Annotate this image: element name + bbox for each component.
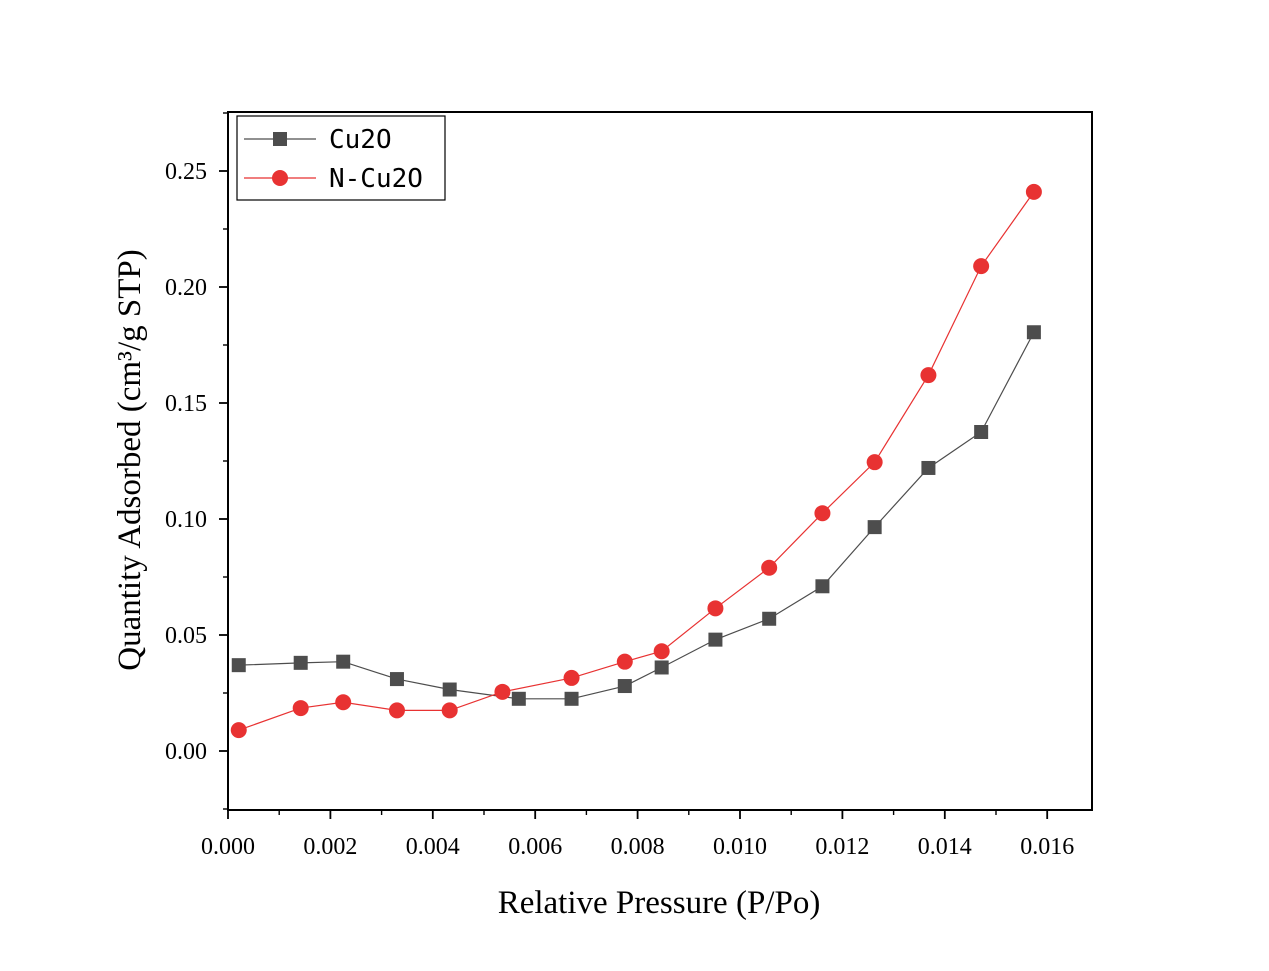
data-point: [1026, 325, 1041, 340]
series-cu2o: [231, 325, 1041, 706]
data-point: [563, 669, 580, 686]
plot-area: [227, 111, 1093, 811]
legend-marker-n-cu2o: [272, 170, 288, 186]
data-point: [388, 702, 405, 719]
y-tick-label-3: 0.15: [165, 391, 207, 417]
x-tick-label-4: 0.008: [611, 834, 665, 860]
data-point: [293, 655, 308, 670]
data-point: [761, 559, 778, 576]
series-line-cu2o: [238, 331, 1035, 700]
data-point: [815, 579, 830, 594]
data-point: [231, 658, 246, 673]
data-point: [336, 654, 351, 669]
data-point: [707, 600, 724, 617]
x-tick-label-6: 0.012: [815, 834, 869, 860]
legend-box: [236, 115, 446, 201]
data-point: [511, 691, 526, 706]
data-point: [335, 694, 352, 711]
series-line-n-cu2o: [238, 191, 1035, 731]
x-tick-label-3: 0.006: [508, 834, 562, 860]
x-tick-label-7: 0.014: [918, 834, 972, 860]
legend-marker-cu2o: [273, 132, 287, 146]
data-point: [974, 425, 989, 439]
data-point: [973, 258, 990, 275]
data-point: [441, 702, 458, 719]
data-point: [616, 653, 633, 670]
y-tick-label-4: 0.20: [165, 275, 207, 301]
y-tick-label-1: 0.05: [165, 623, 207, 649]
data-point: [564, 691, 579, 706]
y-tick-label-2: 0.10: [165, 507, 207, 533]
data-point: [230, 722, 247, 739]
data-point: [442, 682, 457, 697]
data-point: [292, 700, 309, 717]
data-point: [654, 660, 669, 675]
x-tick-label-8: 0.016: [1020, 834, 1074, 860]
legend: Cu2O N-Cu2O: [236, 115, 446, 201]
x-tick-label-0: 0.000: [201, 834, 255, 860]
data-point: [867, 520, 882, 535]
data-point: [814, 505, 831, 522]
axis-ticks: 0.000 0.002 0.004 0.006 0.008 0.010 0.012 0.014…: [165, 112, 1074, 860]
data-point: [708, 632, 723, 647]
x-tick-label-1: 0.002: [303, 834, 357, 860]
data-point: [1025, 183, 1042, 200]
data-point: [617, 679, 632, 694]
data-point: [866, 454, 883, 471]
plot-frame: [227, 111, 1093, 811]
x-axis-title: Relative Pressure (P/Po): [498, 885, 821, 921]
data-point: [921, 460, 936, 475]
series-layer: [230, 183, 1042, 739]
data-point: [494, 683, 511, 700]
x-tick-label-5: 0.010: [713, 834, 767, 860]
series-n-cu2o: [230, 183, 1042, 739]
legend-label-cu2o: Cu2O: [329, 125, 392, 155]
data-point: [389, 672, 404, 687]
x-tick-label-2: 0.004: [406, 834, 460, 860]
y-tick-label-0: 0.00: [165, 739, 207, 765]
legend-label-n-cu2o: N-Cu2O: [329, 164, 423, 194]
data-point: [920, 367, 937, 384]
data-point: [653, 643, 670, 660]
y-axis-title: Quantity Adsorbed (cm³/g STP): [112, 249, 148, 670]
y-tick-label-5: 0.25: [165, 159, 207, 185]
data-point: [762, 611, 777, 626]
legend-circle-icon: [272, 170, 288, 186]
legend-square-icon: [273, 132, 287, 146]
